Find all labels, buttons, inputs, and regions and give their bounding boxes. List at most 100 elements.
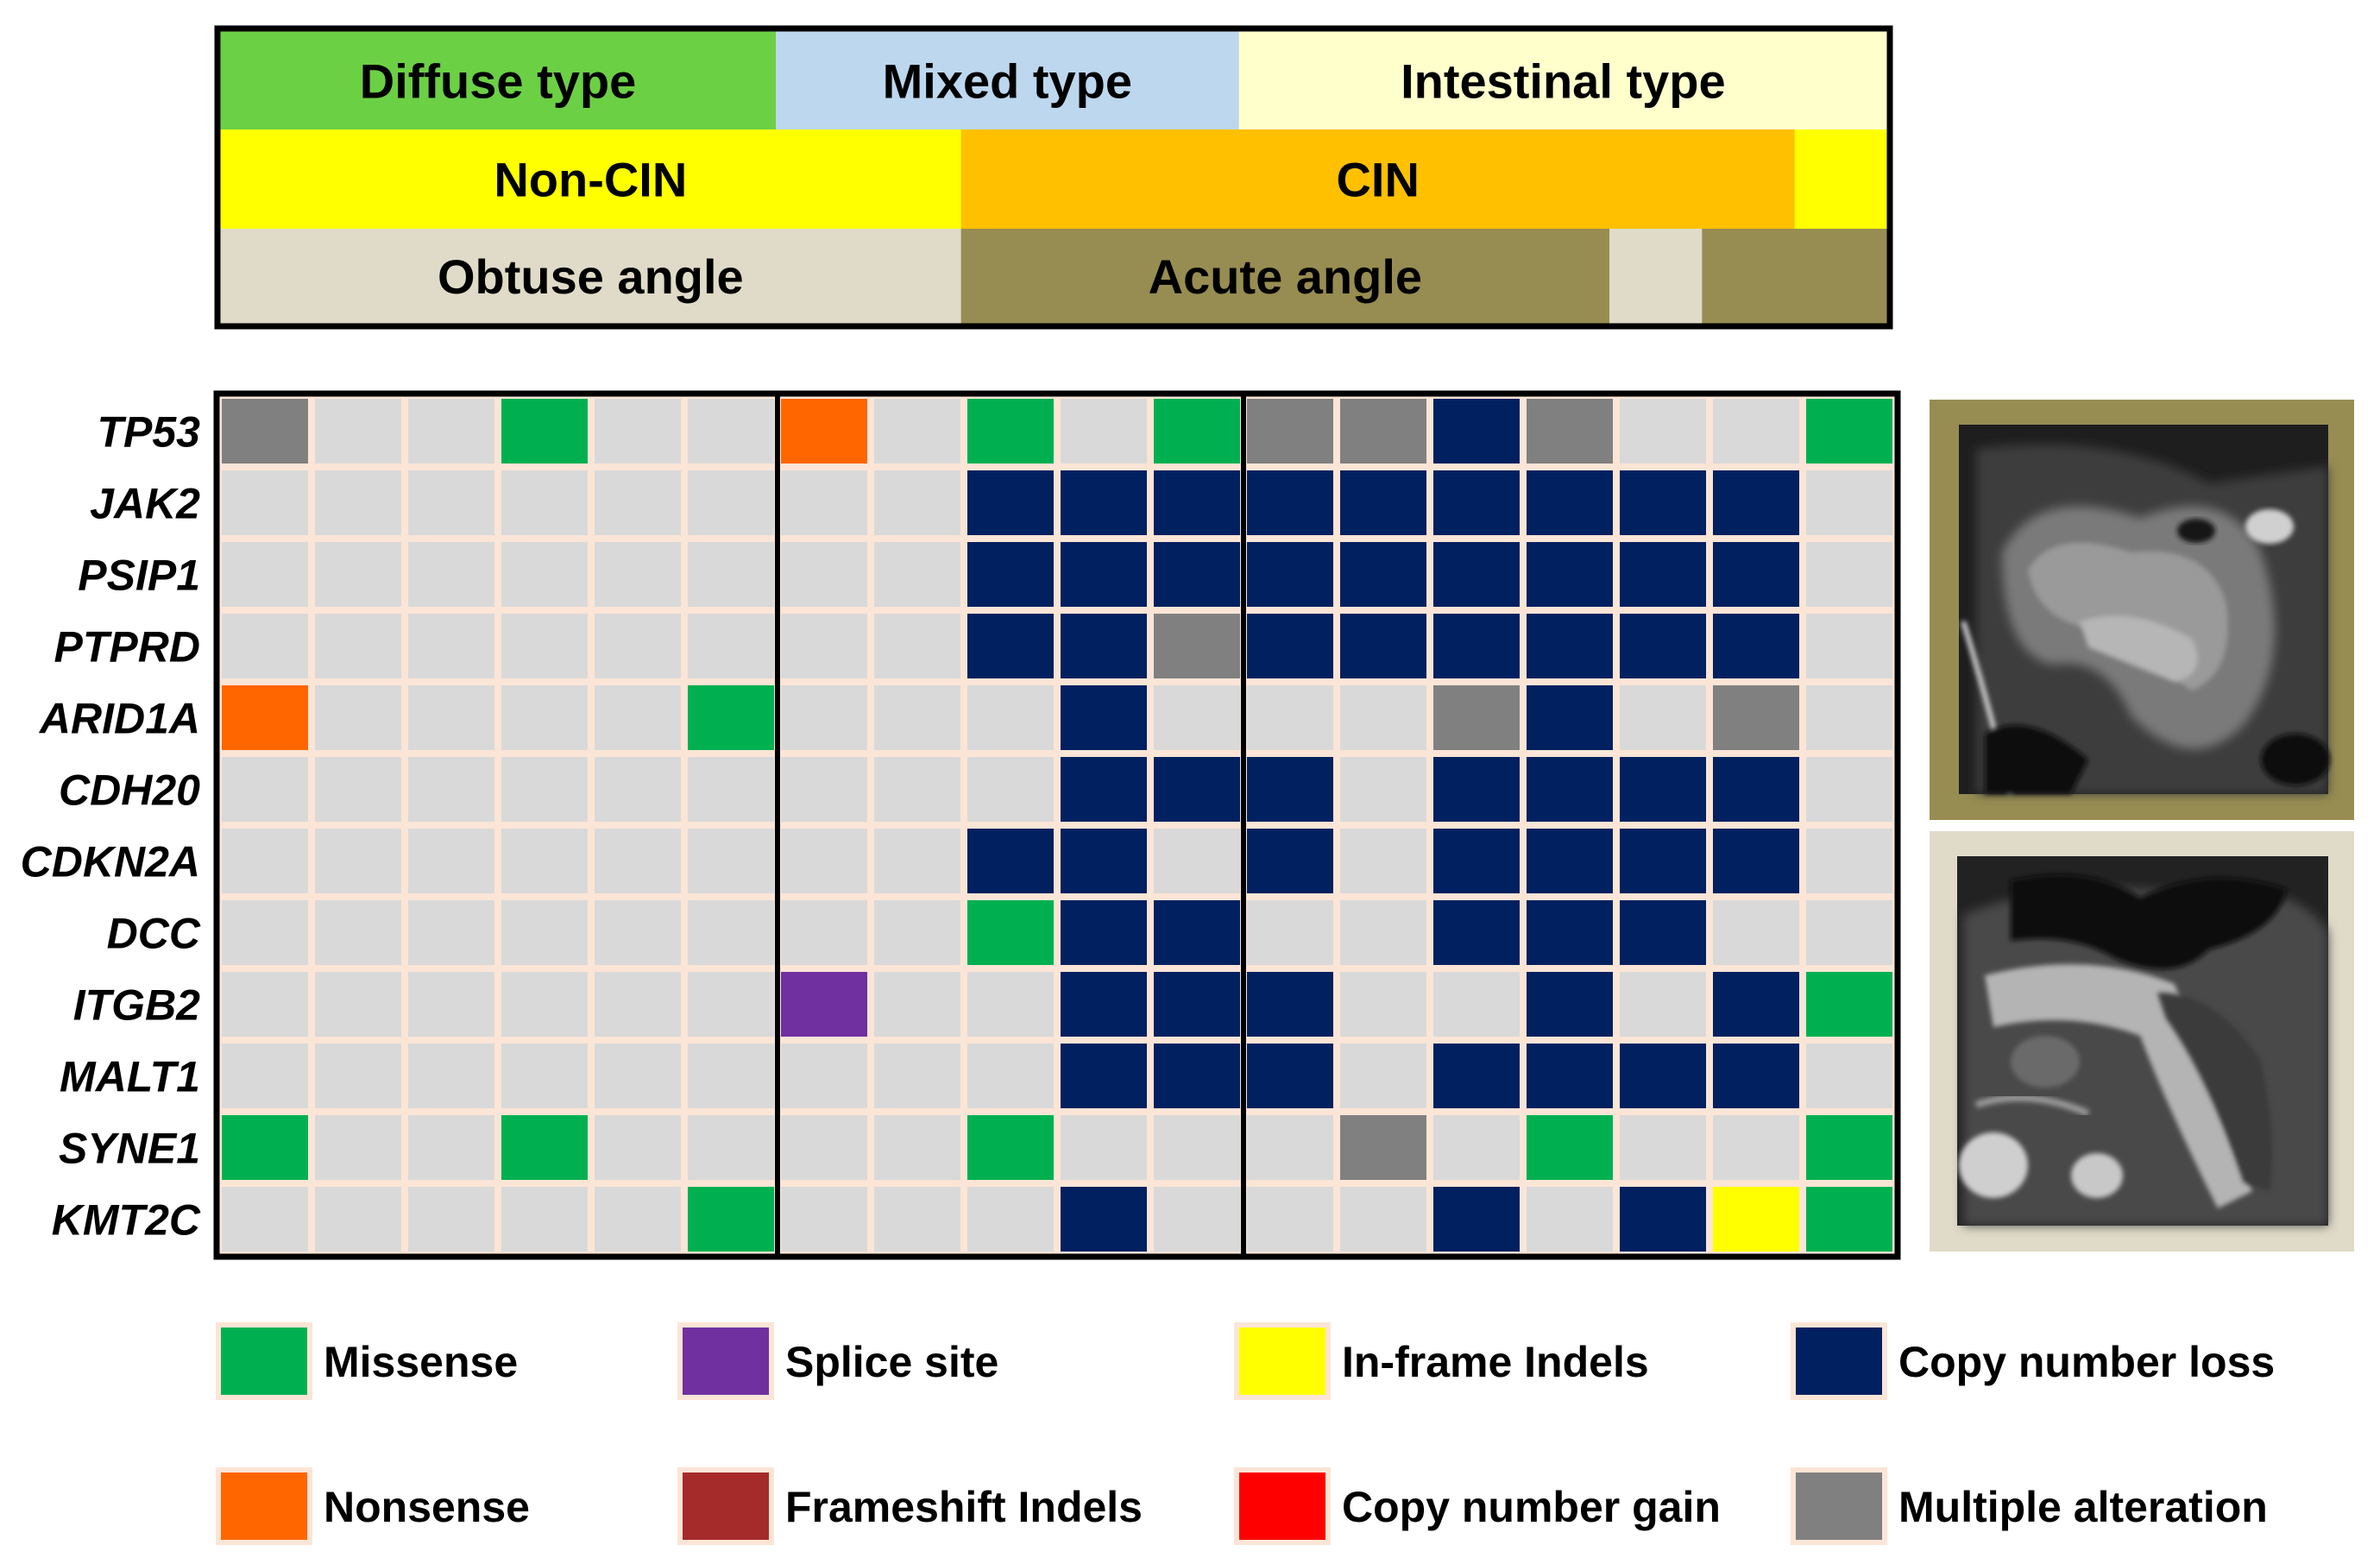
legend-label: Copy number gain bbox=[1342, 1483, 1721, 1531]
cell-cdkn2a-sample-7 bbox=[781, 829, 867, 893]
cell-ptprd-sample-6 bbox=[688, 614, 774, 678]
cell-jak2-sample-9 bbox=[967, 470, 1054, 535]
gene-label-dcc: DCC bbox=[107, 910, 201, 958]
cell-kmt2c-sample-6 bbox=[688, 1187, 774, 1252]
cell-itgb2-sample-10 bbox=[1061, 972, 1147, 1037]
cell-ptprd-sample-14 bbox=[1433, 614, 1520, 678]
cell-syne1-sample-15 bbox=[1527, 1115, 1613, 1180]
matrix-frame bbox=[213, 390, 1901, 1260]
cell-syne1-sample-11 bbox=[1154, 1115, 1240, 1180]
cell-malt1-sample-14 bbox=[1433, 1044, 1520, 1108]
cell-cdkn2a-sample-9 bbox=[967, 829, 1054, 893]
cell-dcc-sample-17 bbox=[1713, 900, 1799, 965]
header-label-histology: Intestinal type bbox=[1401, 54, 1726, 109]
ct-anatomy bbox=[1959, 874, 2328, 1226]
cell-jak2-sample-5 bbox=[595, 470, 681, 535]
cell-malt1-sample-1 bbox=[222, 1044, 308, 1108]
cell-cdh20-sample-5 bbox=[595, 757, 681, 822]
cell-cdh20-sample-17 bbox=[1713, 757, 1799, 822]
cell-arid1a-sample-12 bbox=[1247, 685, 1333, 750]
header-label-histology: Mixed type bbox=[883, 54, 1132, 109]
cell-jak2-sample-3 bbox=[408, 470, 494, 535]
cell-psip1-sample-18 bbox=[1806, 542, 1892, 607]
cell-syne1-sample-18 bbox=[1806, 1115, 1892, 1180]
cell-cdh20-sample-16 bbox=[1620, 757, 1706, 822]
cell-psip1-sample-1 bbox=[222, 542, 308, 607]
cell-malt1-sample-11 bbox=[1154, 1044, 1240, 1108]
cell-ptprd-sample-3 bbox=[408, 614, 494, 678]
cell-psip1-sample-10 bbox=[1061, 542, 1147, 607]
cell-jak2-sample-4 bbox=[501, 470, 588, 535]
cell-syne1-sample-5 bbox=[595, 1115, 681, 1180]
cell-arid1a-sample-10 bbox=[1061, 685, 1147, 750]
matrix-background bbox=[218, 395, 1896, 1255]
cell-cdkn2a-sample-15 bbox=[1527, 829, 1613, 893]
cell-ptprd-sample-8 bbox=[874, 614, 960, 678]
cell-syne1-sample-6 bbox=[688, 1115, 774, 1180]
cell-cdkn2a-sample-18 bbox=[1806, 829, 1892, 893]
legend-swatch-nonsense bbox=[221, 1473, 307, 1540]
cell-itgb2-sample-12 bbox=[1247, 972, 1333, 1037]
cell-dcc-sample-5 bbox=[595, 900, 681, 965]
legend-label: Multiple alteration bbox=[1898, 1483, 2268, 1531]
cell-dcc-sample-2 bbox=[315, 900, 401, 965]
cell-psip1-sample-4 bbox=[501, 542, 588, 607]
gene-label-malt1: MALT1 bbox=[60, 1053, 200, 1101]
cell-dcc-sample-13 bbox=[1340, 900, 1426, 965]
cell-kmt2c-sample-3 bbox=[408, 1187, 494, 1252]
cell-arid1a-sample-6 bbox=[688, 685, 774, 750]
cell-cdh20-sample-13 bbox=[1340, 757, 1426, 822]
cell-cdkn2a-sample-12 bbox=[1247, 829, 1333, 893]
legend: Missense Splice site In-frame Indels Copy n… bbox=[216, 1322, 2275, 1545]
cell-dcc-sample-8 bbox=[874, 900, 960, 965]
cell-arid1a-sample-8 bbox=[874, 685, 960, 750]
cell-psip1-sample-8 bbox=[874, 542, 960, 607]
cell-arid1a-sample-5 bbox=[595, 685, 681, 750]
cell-tp53-sample-4 bbox=[501, 399, 588, 464]
cell-kmt2c-sample-9 bbox=[967, 1187, 1054, 1252]
legend-swatch-splice-site bbox=[683, 1328, 769, 1395]
cell-cdkn2a-sample-14 bbox=[1433, 829, 1520, 893]
cell-jak2-sample-10 bbox=[1061, 470, 1147, 535]
cell-malt1-sample-8 bbox=[874, 1044, 960, 1108]
cell-cdh20-sample-4 bbox=[501, 757, 588, 822]
cell-psip1-sample-7 bbox=[781, 542, 867, 607]
cell-jak2-sample-12 bbox=[1247, 470, 1333, 535]
cell-dcc-sample-6 bbox=[688, 900, 774, 965]
cell-psip1-sample-9 bbox=[967, 542, 1054, 607]
cell-malt1-sample-15 bbox=[1527, 1044, 1613, 1108]
ct-image-obtuse-angle bbox=[1930, 831, 2354, 1252]
legend-swatch-copy-number-loss bbox=[1796, 1328, 1882, 1395]
cell-cdh20-sample-18 bbox=[1806, 757, 1892, 822]
cell-kmt2c-sample-10 bbox=[1061, 1187, 1147, 1252]
cell-syne1-sample-1 bbox=[222, 1115, 308, 1180]
gene-label-cdh20: CDH20 bbox=[59, 766, 200, 815]
cell-malt1-sample-3 bbox=[408, 1044, 494, 1108]
cell-cdkn2a-sample-13 bbox=[1340, 829, 1426, 893]
cell-kmt2c-sample-13 bbox=[1340, 1187, 1426, 1252]
legend-swatch-missense bbox=[221, 1328, 307, 1395]
cell-dcc-sample-11 bbox=[1154, 900, 1240, 965]
cell-itgb2-sample-7 bbox=[781, 972, 867, 1037]
cell-arid1a-sample-1 bbox=[222, 685, 308, 750]
cell-tp53-sample-1 bbox=[222, 399, 308, 464]
cell-cdkn2a-sample-5 bbox=[595, 829, 681, 893]
cell-dcc-sample-14 bbox=[1433, 900, 1520, 965]
cell-ptprd-sample-11 bbox=[1154, 614, 1240, 678]
cell-ptprd-sample-16 bbox=[1620, 614, 1706, 678]
cell-arid1a-sample-7 bbox=[781, 685, 867, 750]
cell-psip1-sample-11 bbox=[1154, 542, 1240, 607]
legend-swatch-multiple-alteration bbox=[1796, 1473, 1882, 1540]
cell-syne1-sample-17 bbox=[1713, 1115, 1799, 1180]
cell-kmt2c-sample-5 bbox=[595, 1187, 681, 1252]
cell-ptprd-sample-12 bbox=[1247, 614, 1333, 678]
cell-ptprd-sample-13 bbox=[1340, 614, 1426, 678]
cell-syne1-sample-10 bbox=[1061, 1115, 1147, 1180]
legend-label: Frameshift Indels bbox=[785, 1483, 1143, 1531]
ct-anatomy bbox=[1961, 445, 2330, 795]
header-segment-histology bbox=[1238, 31, 1888, 130]
cell-syne1-sample-9 bbox=[967, 1115, 1054, 1180]
cell-arid1a-sample-13 bbox=[1340, 685, 1426, 750]
cell-syne1-sample-3 bbox=[408, 1115, 494, 1180]
